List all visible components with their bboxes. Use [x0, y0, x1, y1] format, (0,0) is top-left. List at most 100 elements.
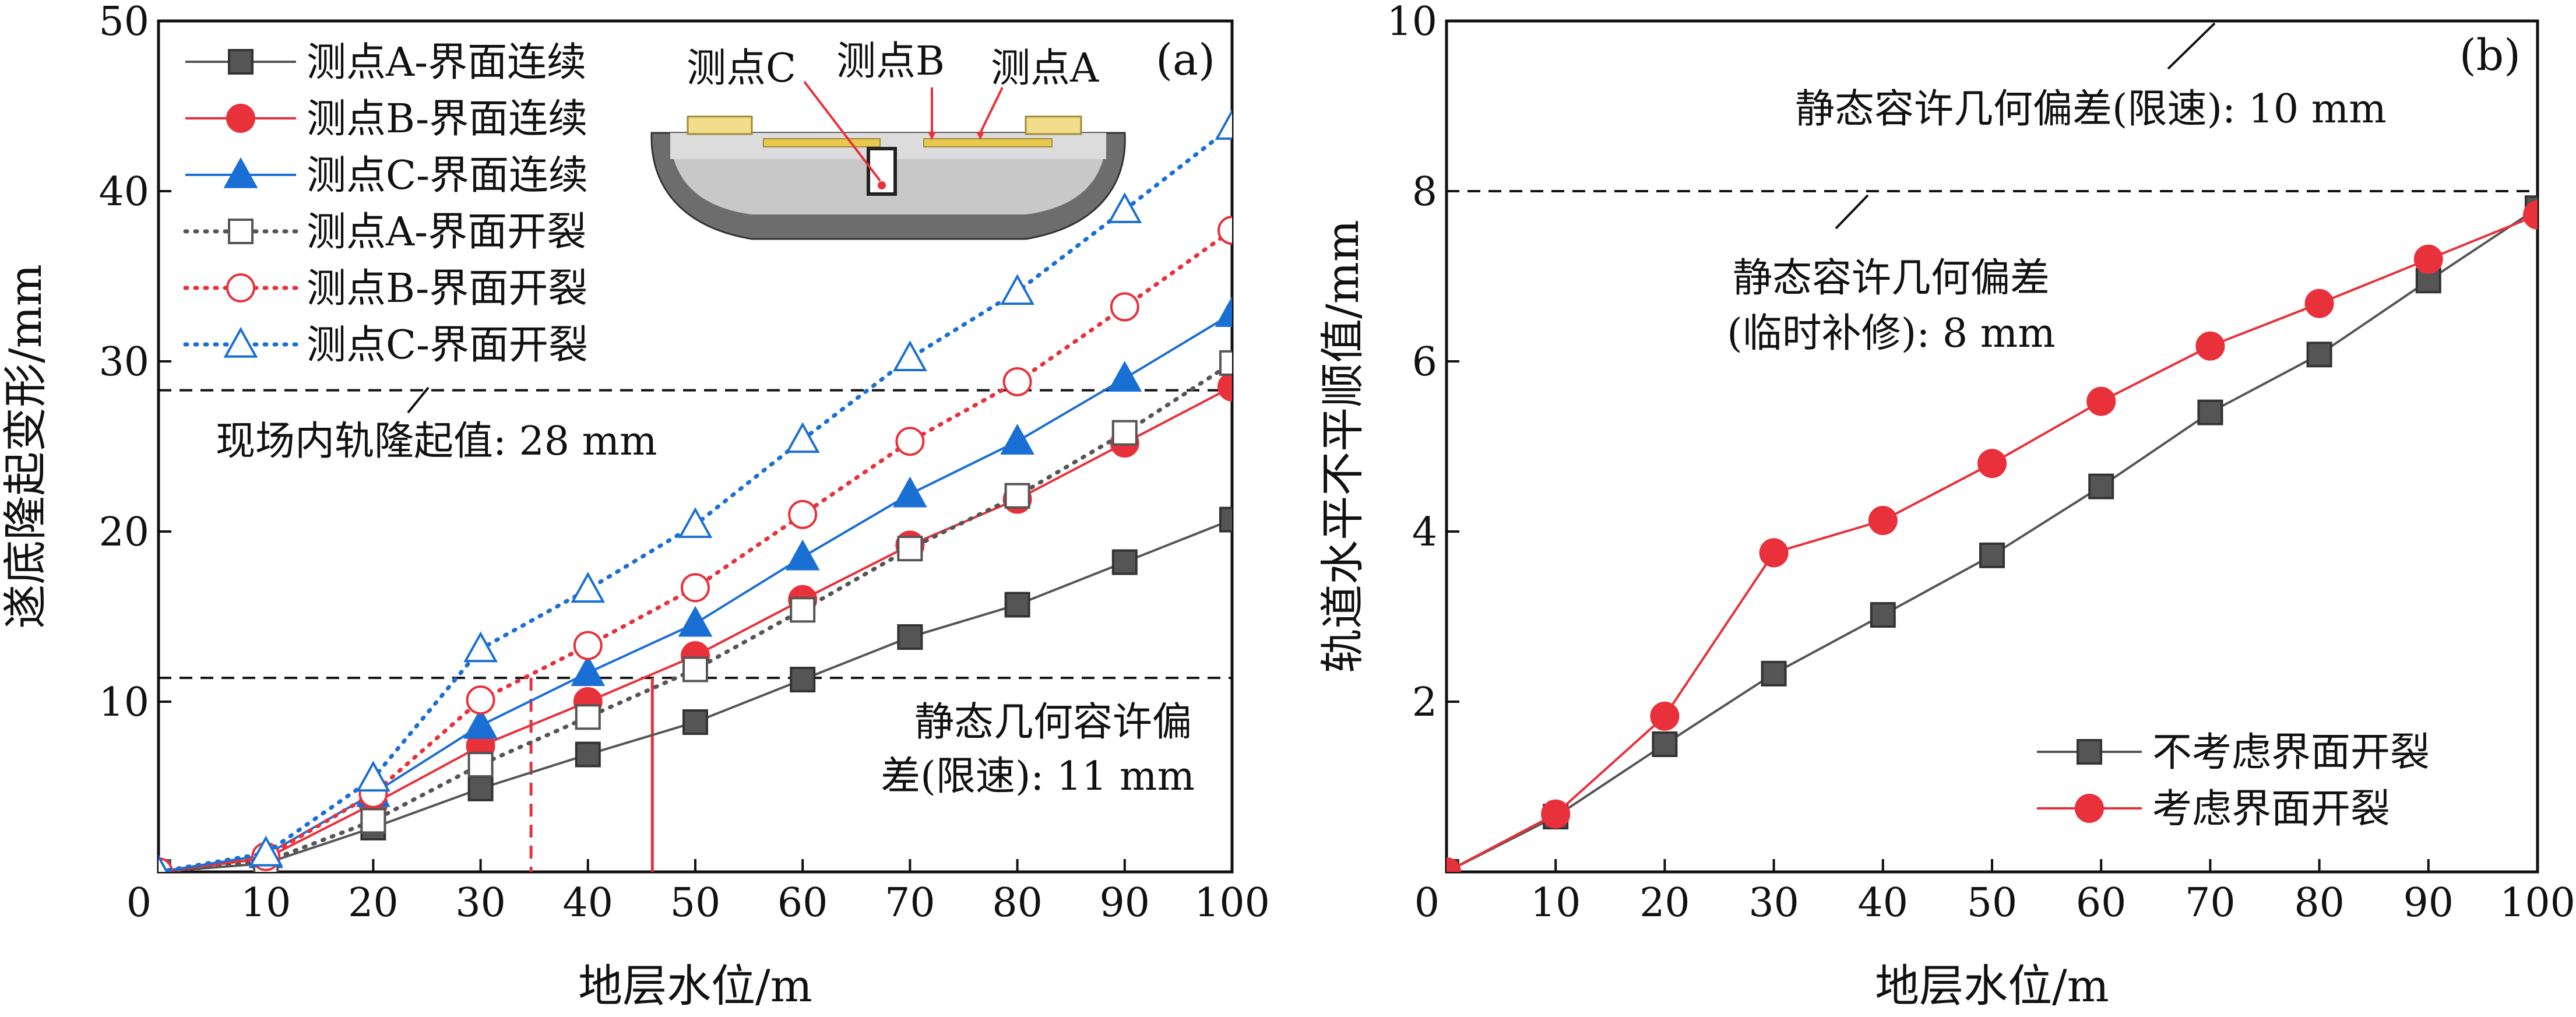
x-tick-label: 100: [2500, 880, 2575, 926]
legend-marker: [2075, 794, 2104, 823]
y-tick-label: 6: [1412, 339, 1437, 385]
x-tick-label: 70: [885, 880, 935, 926]
data-point: [678, 507, 713, 539]
data-point: [1217, 372, 1232, 402]
legend-label: 不考虑界面开裂: [2152, 730, 2430, 776]
x-tick-label: 10: [241, 880, 291, 926]
legend-label: 测点B-界面连续: [307, 96, 587, 142]
x-tick-label: 30: [1748, 880, 1799, 926]
x-axis-title-a: 地层水位/m: [578, 960, 812, 1012]
data-point: [678, 606, 713, 637]
point-b-marker: [928, 132, 936, 140]
ticks-a: 0 10 20 30 40 50 60 70 80 90 100 10 20 30 40 50: [98, 0, 1269, 926]
inset-label-b: 测点B: [836, 38, 945, 85]
series-b: [1447, 195, 2538, 872]
series-line: [159, 518, 1232, 872]
track-bed-mid: [763, 138, 881, 147]
y-axis-title-b: 轨道水平不平顺值/mm: [1317, 220, 1368, 673]
point-a-marker: [976, 132, 984, 140]
legend-label: 测点A-界面开裂: [307, 209, 586, 255]
data-point: [681, 573, 710, 603]
legend-marker: [228, 49, 254, 75]
data-point: [466, 685, 495, 715]
data-point: [785, 539, 820, 571]
limit-8mm-label-1: 静态容许几何偏差: [1733, 255, 2050, 301]
data-point: [1002, 367, 1032, 397]
point-a-arrow: [979, 87, 1004, 133]
data-point: [1215, 296, 1232, 328]
legend-label: 测点A-界面连续: [307, 40, 586, 86]
x-tick-label: 100: [1194, 880, 1270, 926]
data-point: [1870, 602, 1896, 628]
data-point: [1215, 108, 1232, 140]
panel-a: 0 10 20 30 40 50 60 70 80 90 100 10 20 30 40 50 现场内轨隆起值…: [0, 0, 1270, 1012]
data-point: [1447, 857, 1461, 872]
data-point: [1000, 424, 1034, 455]
data-point: [575, 741, 601, 768]
legend-marker: [223, 157, 258, 188]
data-point: [1217, 216, 1232, 245]
data-point: [1977, 449, 2007, 478]
data-point: [1110, 292, 1139, 322]
data-point: [1111, 420, 1138, 446]
data-point: [2197, 399, 2223, 425]
data-point: [1004, 483, 1030, 509]
data-point: [788, 499, 818, 529]
y-tick-label: 10: [1386, 0, 1437, 45]
data-point: [356, 761, 390, 792]
x-tick-label: 40: [1858, 880, 1909, 926]
ref-line-field-leader: [407, 386, 430, 414]
data-point: [2195, 331, 2225, 361]
y-tick-label: 10: [98, 680, 149, 726]
track-bed-far: [1025, 115, 1082, 135]
y-tick-label: 30: [98, 339, 149, 385]
x-tick-label: 60: [2076, 880, 2127, 926]
ticks-b: 0 10 20 30 40 50 60 70 80 90 100 2 4 6 8 10: [1386, 0, 2575, 926]
ref-line-static-label-2: 差(限速): 11 mm: [881, 754, 1195, 800]
legend-marker: [2077, 739, 2102, 765]
data-point: [893, 340, 927, 371]
data-point: [463, 708, 498, 739]
data-point: [571, 655, 606, 687]
x-tick-label: 70: [2185, 880, 2236, 926]
x-axis-title-b: 地层水位/m: [1875, 960, 2109, 1012]
data-point: [790, 597, 816, 623]
x-tick-label: 40: [563, 880, 614, 926]
legend-marker: [228, 219, 254, 244]
x-tick-label: 0: [126, 880, 152, 926]
data-point: [785, 422, 820, 453]
data-point: [1107, 361, 1142, 392]
data-point: [1541, 799, 1571, 829]
limit-10mm-leader: [2167, 22, 2216, 70]
data-point: [1652, 731, 1678, 757]
data-point: [2086, 386, 2116, 416]
x-tick-label: 20: [1639, 880, 1690, 926]
limit-8mm-leader: [1835, 194, 1869, 230]
data-point: [2413, 244, 2443, 274]
legend-label: 测点B-界面开裂: [307, 266, 587, 312]
data-point: [1219, 506, 1232, 533]
y-tick-label: 2: [1412, 680, 1437, 726]
x-tick-label: 30: [455, 880, 506, 926]
legend-label: 测点C-界面开裂: [307, 322, 588, 368]
legend-marker: [226, 104, 255, 133]
data-point: [1650, 701, 1680, 731]
data-point: [2088, 473, 2114, 499]
x-tick-label: 80: [992, 880, 1043, 926]
data-point: [1761, 660, 1787, 687]
data-point: [790, 667, 816, 693]
legend-label: 测点C-界面连续: [307, 153, 588, 199]
data-point: [1219, 350, 1232, 376]
x-tick-label: 50: [670, 880, 721, 926]
x-tick-label: 60: [777, 880, 828, 926]
data-point: [2304, 288, 2334, 318]
data-point: [682, 709, 708, 736]
limit-10mm-label: 静态容许几何偏差(限速): 10 mm: [1795, 86, 2387, 132]
legend-marker: [226, 273, 255, 302]
panel-label-b: (b): [2459, 30, 2521, 80]
x-tick-label: 10: [1530, 880, 1581, 926]
point-c-arrow: [803, 80, 881, 182]
ref-line-static-label-1: 静态几何容许偏: [914, 699, 1192, 745]
data-point: [1759, 538, 1789, 568]
